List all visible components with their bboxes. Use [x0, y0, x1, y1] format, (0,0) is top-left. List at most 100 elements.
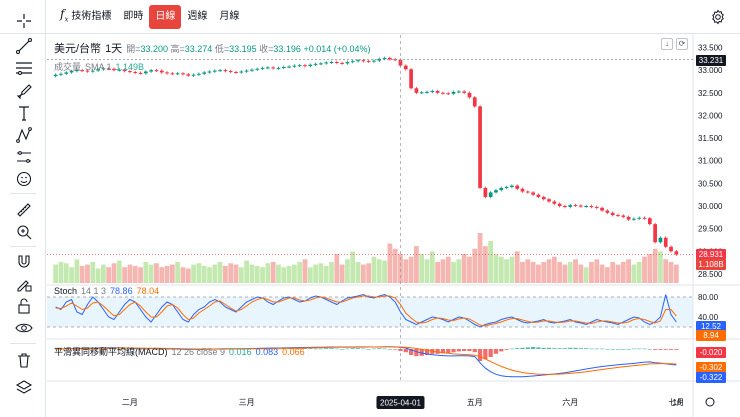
chart-canvas[interactable]: 33.500 33.000 32.500 32.000 31.500 31.000 30.5…: [47, 35, 740, 417]
candle-body: [456, 91, 461, 93]
candle-body: [594, 206, 599, 208]
candle-body: [149, 70, 154, 72]
candle-body: [669, 246, 673, 252]
macd-histogram-bar: [414, 349, 419, 357]
macd-histogram-bar: [615, 349, 621, 350]
interval-realtime-button[interactable]: 即時: [123, 10, 144, 22]
volume-bar: [615, 264, 621, 283]
macd-histogram-bar: [552, 348, 557, 349]
trendline-icon[interactable]: [15, 37, 33, 55]
volume-bar: [456, 259, 462, 283]
magnet-icon[interactable]: [15, 253, 33, 271]
candle-body: [223, 70, 228, 72]
volume-bar: [408, 256, 414, 283]
symbol-name[interactable]: 美元/台幣: [54, 43, 102, 55]
volume-bar: [477, 233, 483, 283]
macd-histogram-bar: [637, 348, 642, 350]
macd-histogram-bar: [371, 348, 377, 350]
text-icon[interactable]: [15, 104, 33, 122]
macd-histogram-bar: [515, 348, 520, 349]
macd-histogram-bar: [557, 348, 562, 349]
open-label: 開=: [126, 43, 141, 54]
macd-histogram-bar: [573, 347, 578, 349]
top-toolbar: fx 技術指標 即時 日線 週線 月線: [0, 0, 740, 34]
zoom-in-icon[interactable]: [15, 223, 33, 241]
candle-body: [117, 69, 122, 71]
interval-monthly-button[interactable]: 月線: [219, 10, 240, 22]
macd-histogram-bar: [610, 349, 615, 350]
layers-icon[interactable]: [15, 379, 33, 397]
volume-bar: [254, 265, 260, 283]
measure-icon[interactable]: [15, 148, 33, 166]
volume-bar: [164, 265, 170, 283]
ohlc-values: 開=33.200 高=33.274 低=33.195 收=33.196 +0.0…: [126, 42, 370, 55]
volume-bar: [403, 259, 409, 283]
fib-icon[interactable]: [15, 59, 33, 77]
macd-histogram-bar: [536, 347, 541, 349]
volume-bar: [573, 259, 578, 283]
volume-bar: [302, 259, 308, 283]
candle-body: [260, 67, 265, 69]
volume-value: 1.149B: [115, 61, 145, 72]
macd-histogram-bar: [647, 349, 652, 350]
lock-icon[interactable]: [15, 297, 33, 315]
stoch-k-tag: 12.52: [696, 321, 726, 332]
macd-hist-tag: -0.020: [696, 347, 726, 358]
brush-icon[interactable]: [15, 81, 33, 100]
candle-body: [345, 62, 350, 64]
volume-bar: [451, 261, 456, 283]
candle-body: [414, 88, 419, 93]
refresh-icon[interactable]: ⟳: [676, 38, 688, 50]
eye-icon[interactable]: [15, 319, 33, 337]
candle-body: [244, 70, 249, 72]
volume-bar: [228, 263, 234, 283]
candle-body: [441, 92, 445, 94]
volume-bar: [244, 260, 250, 283]
candle-body: [292, 65, 297, 67]
macd-signal-tag: -0.302: [696, 362, 726, 373]
price-tick-label: 32.500: [698, 89, 723, 98]
macd-histogram-bar: [408, 349, 414, 355]
candle-body: [159, 70, 164, 73]
interval-weekly-button[interactable]: 週線: [187, 10, 208, 22]
symbol-interval: 1天: [105, 43, 123, 55]
lock-draw-icon[interactable]: [15, 275, 33, 293]
volume-bar: [360, 264, 366, 283]
volume-bar: [159, 267, 165, 283]
interval-daily-button[interactable]: 日線: [149, 4, 182, 29]
macd-histogram-bar: [53, 348, 58, 350]
macd-histogram-bar: [456, 349, 461, 352]
low-label: 低=: [214, 43, 230, 54]
candle-body: [308, 64, 313, 67]
volume-bar: [461, 254, 467, 283]
candle-body: [271, 67, 276, 69]
candle-body: [462, 91, 467, 93]
candle-body: [494, 190, 498, 193]
macd-histogram-bar: [631, 348, 637, 350]
macd-histogram-bar: [462, 349, 467, 351]
volume-bar: [79, 265, 85, 283]
candle-body: [488, 192, 493, 197]
volume-bar: [589, 261, 594, 283]
volume-bar: [414, 246, 419, 283]
emoji-icon[interactable]: [15, 170, 33, 188]
gear-icon[interactable]: [710, 9, 726, 25]
volume-bar: [207, 267, 212, 283]
volume-bar: [286, 265, 292, 283]
trash-icon[interactable]: [15, 351, 33, 369]
download-icon[interactable]: ↓: [661, 38, 673, 50]
candle-body: [197, 73, 201, 75]
candle-body: [403, 65, 408, 70]
indicators-button[interactable]: fx 技術指標: [54, 5, 117, 29]
volume-bar: [578, 264, 584, 283]
drawing-toolbar: [0, 0, 46, 417]
candle-body: [250, 69, 254, 71]
pattern-icon[interactable]: [15, 126, 33, 144]
crosshair-icon[interactable]: [15, 12, 33, 30]
time-tick-label: 三月: [239, 398, 255, 407]
candle-body: [510, 185, 514, 187]
volume-bar: [642, 256, 647, 283]
candle-body: [589, 206, 594, 208]
volume-bar: [567, 261, 573, 283]
ruler-icon[interactable]: [15, 201, 33, 219]
